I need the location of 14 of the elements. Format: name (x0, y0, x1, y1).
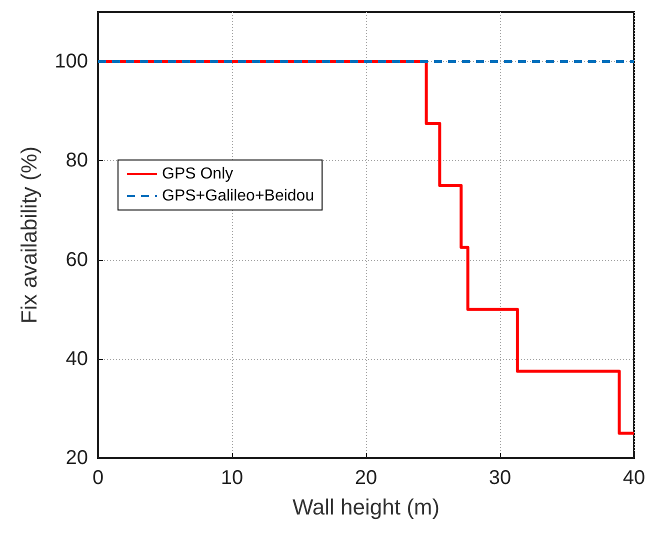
x-tick-label: 30 (488, 467, 512, 489)
y-tick-label: 100 (54, 50, 88, 73)
legend-label: GPS+Galileo+Beidou (162, 188, 314, 204)
x-tick-label: 20 (354, 467, 378, 489)
y-tick-label: 20 (66, 447, 88, 469)
y-tick-label: 60 (66, 248, 88, 271)
x-tick-label: 40 (622, 467, 646, 489)
legend-label: GPS Only (162, 166, 234, 182)
x-tick-label: 0 (92, 467, 104, 489)
y-axis-title: Fix availability (%) (16, 146, 42, 324)
x-tick-label: 10 (220, 467, 244, 489)
y-tick-label: 40 (66, 348, 88, 370)
x-axis-title: Wall height (m) (292, 494, 440, 520)
y-tick-label: 80 (66, 150, 88, 172)
